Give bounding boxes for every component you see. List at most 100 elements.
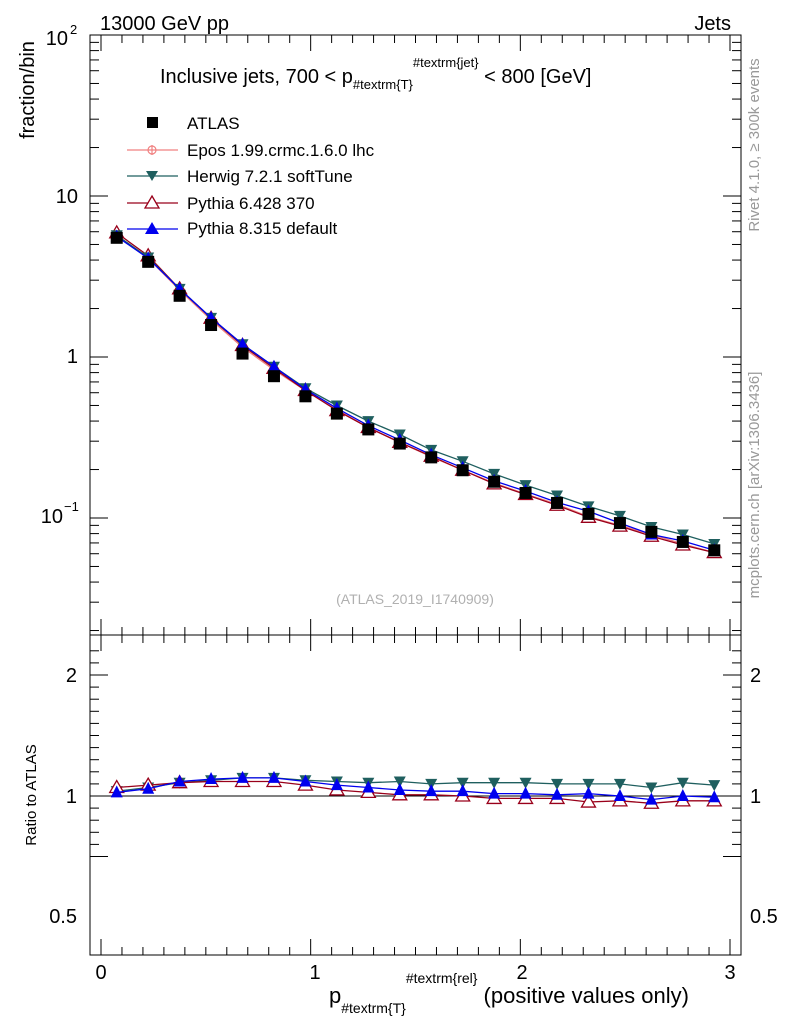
legend-marker-herwig bbox=[146, 171, 158, 181]
ratio-tick-2-left: 2 bbox=[66, 665, 77, 687]
ratio-tick-0p5-right: 0.5 bbox=[750, 906, 778, 928]
ytick-label-1: 1 bbox=[67, 346, 78, 368]
legend-marker-atlas bbox=[147, 117, 158, 128]
legend: ATLAS Epos 1.99.crmc.1.6.0 lhc Herwig 7.… bbox=[127, 114, 375, 238]
upper-series-layer bbox=[108, 224, 723, 559]
ratio-line-herwig bbox=[116, 777, 715, 792]
point-atlas bbox=[519, 486, 532, 499]
ratio-line-py8 bbox=[116, 777, 715, 801]
ratio-tick-1-left: 1 bbox=[66, 786, 77, 808]
ratio-series-py8 bbox=[110, 770, 721, 805]
point-atlas bbox=[236, 347, 249, 360]
point-atlas bbox=[425, 451, 438, 464]
ratio-point-herwig bbox=[551, 778, 564, 790]
ratio-point-py8 bbox=[425, 784, 438, 797]
xtick-label-3: 3 bbox=[724, 962, 735, 984]
lower-axis-ticks bbox=[90, 635, 741, 955]
ratio-point-py6 bbox=[580, 793, 597, 808]
ytick-label-100: 10 bbox=[46, 28, 68, 50]
legend-label-atlas: ATLAS bbox=[187, 114, 240, 133]
ratio-series-herwig bbox=[110, 772, 721, 798]
ratio-point-herwig bbox=[613, 778, 626, 790]
ratio-point-py8 bbox=[173, 774, 186, 787]
ratio-point-py8 bbox=[362, 780, 375, 793]
ratio-point-py8 bbox=[645, 792, 658, 805]
point-atlas bbox=[676, 535, 689, 548]
ratio-point-herwig bbox=[519, 777, 532, 789]
ratio-point-py8 bbox=[676, 789, 689, 801]
series-atlas bbox=[110, 231, 721, 557]
analysis-tag: (ATLAS_2019_I1740909) bbox=[336, 591, 494, 607]
point-atlas bbox=[488, 475, 501, 488]
ratio-point-py8 bbox=[299, 774, 312, 787]
ratio-point-py8 bbox=[142, 781, 155, 794]
line-py6 bbox=[116, 232, 715, 554]
series-py6 bbox=[108, 224, 723, 559]
legend-entry-epos: Epos 1.99.crmc.1.6.0 lhc bbox=[127, 141, 375, 160]
category-label: Jets bbox=[694, 13, 731, 35]
ytick-label-0p1: 10 bbox=[41, 506, 63, 528]
point-atlas bbox=[456, 464, 469, 477]
ratio-tick-0p5-left: 0.5 bbox=[49, 906, 77, 928]
upper-ytick-labels: 10 2 10 1 10 −1 bbox=[41, 22, 79, 528]
ratio-point-py8 bbox=[456, 784, 469, 797]
ytick-exp-2: 2 bbox=[70, 22, 77, 37]
ratio-point-herwig bbox=[676, 777, 689, 789]
series-epos bbox=[112, 230, 719, 558]
legend-entry-herwig: Herwig 7.2.1 softTune bbox=[127, 167, 353, 186]
legend-entry-atlas: ATLAS bbox=[147, 114, 240, 133]
ratio-tick-2-right: 2 bbox=[750, 665, 761, 687]
point-atlas bbox=[362, 423, 375, 436]
ratio-point-herwig bbox=[393, 776, 406, 788]
ratio-point-py8 bbox=[236, 770, 249, 783]
ratio-point-py8 bbox=[582, 786, 595, 799]
point-atlas bbox=[708, 544, 721, 557]
line-epos bbox=[116, 234, 715, 554]
upper-axis-ticks bbox=[90, 34, 741, 635]
ratio-point-py8 bbox=[267, 770, 280, 783]
mcplots-label: mcplots.cern.ch [arXiv:1306.3436] bbox=[746, 372, 763, 599]
ratio-point-py8 bbox=[205, 772, 218, 785]
ratio-point-py8 bbox=[393, 782, 406, 795]
plot-title: Inclusive jets, 700 < p#textrm{T}#textrm… bbox=[160, 55, 591, 92]
lower-series-layer bbox=[108, 770, 723, 809]
ratio-tick-1-right: 1 bbox=[750, 786, 761, 808]
legend-marker-py6 bbox=[143, 194, 161, 209]
x-tick-labels: 0 1 2 3 bbox=[95, 962, 735, 984]
legend-marker-epos bbox=[147, 145, 157, 155]
lower-ytick-labels: 2 1 0.5 2 1 0.5 bbox=[49, 665, 778, 928]
point-atlas bbox=[299, 390, 312, 403]
ratio-point-py8 bbox=[519, 786, 532, 799]
legend-entry-py8: Pythia 8.315 default bbox=[127, 219, 338, 238]
ratio-point-herwig bbox=[582, 778, 595, 790]
ratio-point-herwig bbox=[488, 777, 501, 789]
point-py8 bbox=[236, 337, 249, 350]
point-py8 bbox=[267, 359, 280, 372]
line-py8 bbox=[116, 235, 715, 551]
legend-entry-py6: Pythia 6.428 370 bbox=[127, 194, 315, 213]
point-atlas bbox=[173, 289, 186, 302]
point-atlas bbox=[613, 517, 626, 530]
ratio-point-herwig bbox=[645, 782, 658, 794]
energy-label: 13000 GeV pp bbox=[100, 13, 229, 35]
point-atlas bbox=[267, 370, 280, 383]
ratio-point-py8 bbox=[110, 785, 123, 798]
point-atlas bbox=[393, 437, 406, 450]
point-atlas bbox=[330, 407, 343, 420]
point-atlas bbox=[551, 496, 564, 509]
ytick-exp-minus1: −1 bbox=[64, 499, 79, 514]
upper-ylabel: fraction/bin bbox=[17, 41, 39, 139]
line-herwig bbox=[116, 234, 715, 545]
legend-label-py8: Pythia 8.315 default bbox=[187, 219, 338, 238]
xtick-label-1: 1 bbox=[309, 962, 320, 984]
point-atlas bbox=[582, 507, 595, 520]
series-py8 bbox=[110, 229, 721, 556]
ratio-point-herwig bbox=[456, 777, 469, 789]
ratio-point-py8 bbox=[330, 778, 343, 791]
x-axis-label: p#textrm{T}#textrm{rel} (positive values… bbox=[329, 970, 689, 1016]
point-atlas bbox=[645, 525, 658, 538]
point-atlas bbox=[110, 231, 123, 244]
series-herwig bbox=[110, 230, 721, 550]
ratio-point-py8 bbox=[708, 790, 721, 803]
